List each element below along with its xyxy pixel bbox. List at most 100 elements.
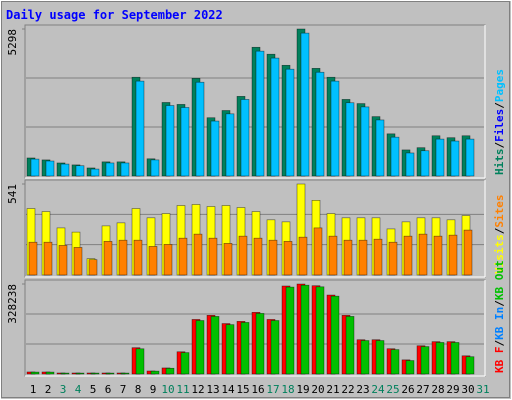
bar: [360, 106, 370, 177]
bar: [420, 346, 430, 375]
x-tick-label: 23: [356, 383, 369, 396]
bar: [313, 227, 323, 276]
bar: [433, 235, 443, 276]
x-tick-label: 21: [326, 383, 339, 396]
bar: [223, 243, 233, 276]
x-tick-label: 13: [206, 383, 219, 396]
bar: [60, 163, 70, 177]
bar: [105, 372, 115, 375]
bar: [358, 239, 368, 276]
x-tick-label: 31: [476, 383, 489, 396]
chart-title: Daily usage for September 2022: [6, 8, 223, 22]
x-tick-label: 3: [60, 383, 67, 396]
legend-entry: KB In: [493, 307, 506, 340]
x-tick-label: 20: [311, 383, 324, 396]
bar: [255, 313, 265, 375]
bar: [75, 372, 85, 375]
bar: [240, 322, 250, 375]
bar: [90, 372, 100, 375]
legend-separator: /: [493, 142, 506, 149]
bar: [225, 324, 235, 375]
bar: [163, 244, 173, 276]
x-tick-label: 16: [251, 383, 264, 396]
bar: [345, 102, 355, 177]
bar: [298, 236, 308, 276]
x-tick-label: 22: [341, 383, 354, 396]
bar: [465, 138, 475, 177]
bar: [28, 241, 38, 276]
legend-entry: KB F: [493, 347, 506, 374]
legend-entry: Visits: [493, 234, 506, 274]
x-tick-label: 18: [281, 383, 294, 396]
bar: [240, 99, 250, 177]
x-tick-label: 29: [446, 383, 459, 396]
x-tick-label: 4: [75, 383, 82, 396]
bar: [30, 158, 40, 177]
bar: [210, 120, 220, 177]
x-tick-label: 11: [176, 383, 189, 396]
y-tick-label: 5298: [6, 29, 19, 56]
legend: Visits/Sites: [493, 195, 506, 275]
bar: [315, 286, 325, 375]
bar: [148, 246, 158, 276]
bar: [43, 241, 53, 276]
x-tick-label: 14: [221, 383, 235, 396]
bar: [375, 119, 385, 177]
x-tick-label: 28: [431, 383, 444, 396]
bar: [60, 372, 70, 375]
bar: [253, 237, 263, 276]
legend-separator: /: [493, 300, 506, 307]
bar: [270, 320, 280, 375]
bar: [405, 360, 415, 375]
legend: KB F/KB In/KB Out: [493, 260, 506, 373]
bar: [465, 356, 475, 375]
bar: [88, 259, 98, 276]
bar: [208, 237, 218, 276]
bar: [133, 239, 143, 276]
legend-entry: Files: [493, 109, 506, 142]
bar: [285, 68, 295, 177]
bar: [103, 241, 113, 276]
x-tick-label: 12: [191, 383, 204, 396]
bar: [165, 367, 175, 375]
bar: [330, 295, 340, 375]
legend-entry: Sites: [493, 195, 506, 228]
x-tick-label: 27: [416, 383, 429, 396]
y-tick-label: 328238: [6, 284, 19, 324]
x-tick-label: 10: [161, 383, 174, 396]
x-tick-label: 24: [371, 383, 385, 396]
bar: [150, 370, 160, 375]
bar: [105, 162, 115, 177]
bar: [418, 233, 428, 276]
bar: [403, 235, 413, 276]
bar: [448, 234, 458, 276]
bar: [75, 165, 85, 177]
x-tick-label: 30: [461, 383, 474, 396]
bar: [405, 152, 415, 177]
bar: [120, 162, 130, 177]
x-tick-label: 2: [45, 383, 52, 396]
bar: [388, 241, 398, 276]
legend-entry: Pages: [493, 69, 506, 102]
bar: [238, 235, 248, 276]
x-tick-label: 17: [266, 383, 279, 396]
bar: [165, 105, 175, 177]
bar: [45, 371, 55, 375]
bar: [345, 316, 355, 375]
bar: [390, 136, 400, 177]
bar: [330, 80, 340, 177]
bar: [150, 159, 160, 177]
bar: [225, 113, 235, 177]
bar: [435, 342, 445, 375]
x-tick-label: 25: [386, 383, 399, 396]
x-tick-label: 1: [30, 383, 37, 396]
legend-separator: /: [493, 102, 506, 109]
bar: [255, 50, 265, 177]
bar: [328, 235, 338, 276]
bar: [45, 160, 55, 177]
bar: [90, 168, 100, 177]
bar: [135, 80, 145, 177]
bar: [463, 229, 473, 276]
